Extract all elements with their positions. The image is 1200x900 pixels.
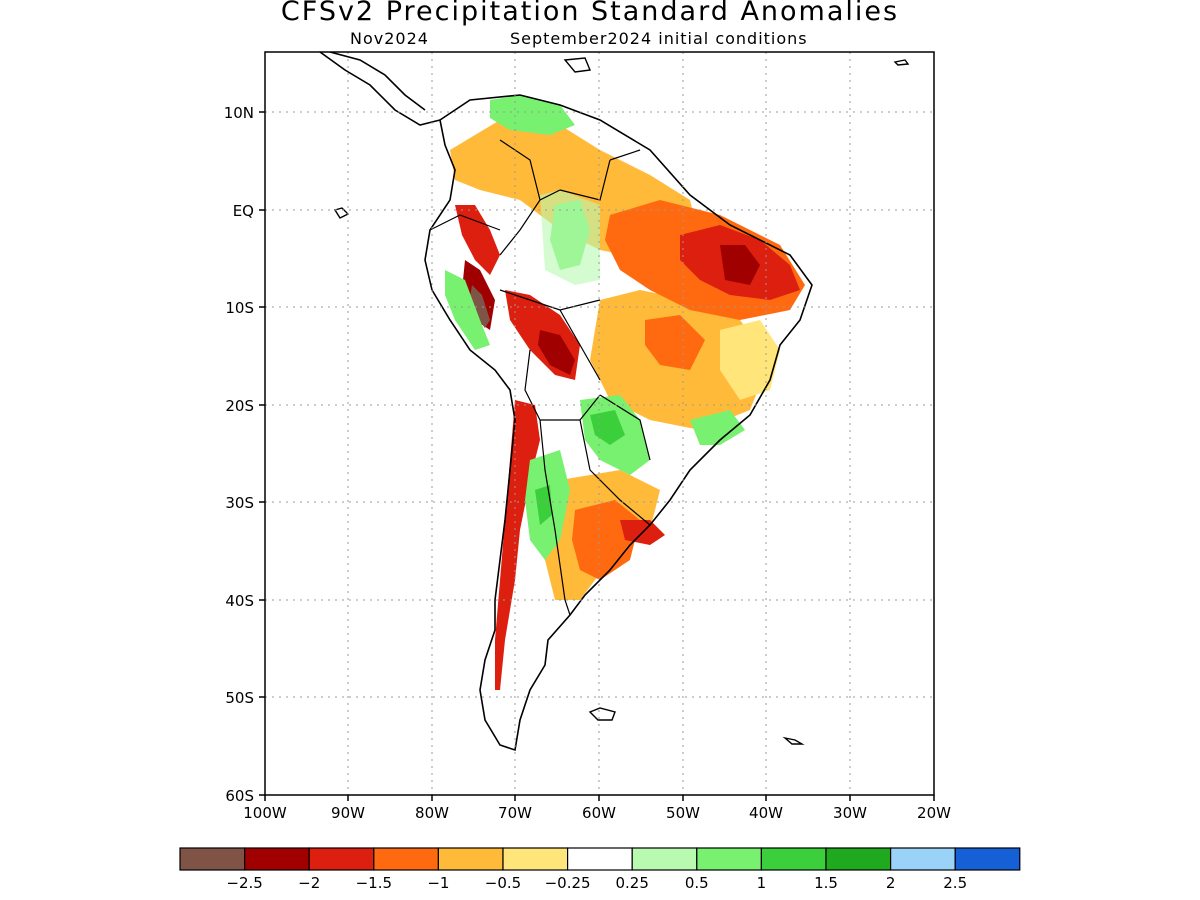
colorbar-swatch [502,847,569,871]
lat-tick-label: 10N [224,104,254,122]
colorbar-label: 2 [886,874,896,892]
lon-tick-label: 30W [833,804,867,822]
colorbar-swatch [696,847,762,871]
colorbar-label: 1.5 [814,874,838,892]
colorbar-label: −2.5 [226,874,262,892]
lat-tick-label: 10S [225,299,254,317]
colorbar-label: −1.5 [356,874,392,892]
colorbar-label: −0.25 [545,874,591,892]
lat-tick-label: 30S [225,494,254,512]
colorbar-swatch [373,847,439,871]
central-america-coastline [319,52,441,126]
map-content [319,52,910,752]
lat-tick-label: 40S [225,592,254,610]
colorbar-swatch [889,847,956,871]
anomaly-orange-central [645,315,705,370]
lon-tick-label: 90W [331,804,365,822]
lon-tick-label: 100W [243,804,287,822]
lat-tick-label: EQ [233,202,254,220]
colorbar-swatch [179,847,246,871]
lat-tick-label: 60S [225,787,254,805]
colorbar: −2.5 −2 −1.5 −1 −0.5 −0.25 0.25 0.5 1 1.5 2 2.5 [179,847,1021,892]
colorbar-label: −1 [427,874,449,892]
anomaly-green-colombia [490,95,575,135]
colorbar-swatch [566,847,633,871]
anomaly-green-southeast [690,410,745,445]
initial-conditions-label: September2024 initial conditions [510,29,808,48]
falkland-islands [588,707,616,721]
colorbar-label: 2.5 [943,874,967,892]
colorbar-label: 0.5 [685,874,709,892]
colorbar-label: −0.5 [485,874,521,892]
lat-tick-label: 20S [225,397,254,415]
anomaly-brown-peru [470,285,490,328]
colorbar-swatch [244,847,310,871]
south-america-coastline [424,94,813,752]
islands [333,57,910,745]
lon-tick-label: 50W [666,804,700,822]
country-borders [429,139,651,616]
anomaly-green-peru [445,270,490,350]
lon-tick-label: 40W [749,804,783,822]
anomaly-yellow-east [720,320,780,400]
anomaly-red-ecuador [455,205,500,275]
lon-tick-label: 80W [415,804,449,822]
colorbar-swatch [760,847,827,871]
longitude-axis: 100W 90W 80W 70W 60W 50W 40W 30W 20W [243,795,951,822]
lon-tick-label: 70W [498,804,532,822]
colorbar-label: 1 [757,874,767,892]
colorbar-swatch [437,847,504,871]
anomaly-midgreen-paraguay [590,410,625,445]
colorbar-swatch [954,847,1021,871]
colorbar-swatch [631,847,698,871]
colorbar-swatch [308,847,375,871]
anomaly-midgreen-argentina [535,485,552,525]
latitude-axis: 10N EQ 10S 20S 30S 40S 50S 60S [224,104,265,805]
anomaly-darkred-northeast [720,245,760,285]
lon-tick-label: 60W [582,804,616,822]
gridlines [265,52,934,795]
map-title: CFSv2 Precipitation Standard Anomalies [280,0,900,27]
south-georgia [782,736,805,745]
colorbar-label: −2 [298,874,320,892]
coastlines [319,52,813,752]
valid-month-label: Nov2024 [350,29,429,48]
lon-tick-label: 20W [917,804,951,822]
anomaly-lightgreen-amazon [540,190,600,285]
anomaly-darkred-bolivia [538,330,575,375]
colorbar-label: 0.25 [615,874,648,892]
colorbar-swatch [825,847,892,871]
caribbean-islands [563,57,910,73]
anomaly-fields [445,95,805,690]
lat-tick-label: 50S [225,689,254,707]
